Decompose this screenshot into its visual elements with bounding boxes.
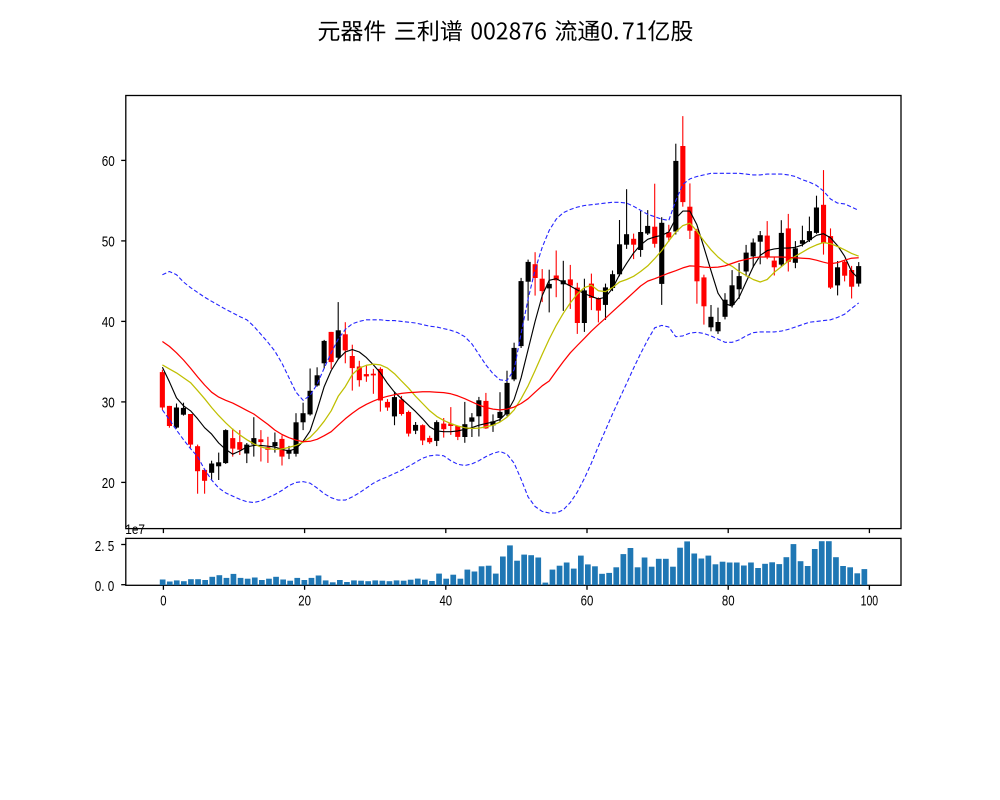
svg-text:60: 60: [102, 153, 115, 170]
svg-text:100: 100: [861, 593, 879, 610]
svg-text:2. 5: 2. 5: [95, 538, 115, 555]
svg-text:60: 60: [581, 593, 594, 610]
svg-text:40: 40: [439, 593, 452, 610]
svg-text:40: 40: [102, 314, 115, 331]
svg-text:50: 50: [102, 234, 115, 251]
svg-text:20: 20: [102, 475, 115, 492]
svg-text:0: 0: [160, 593, 166, 610]
svg-text:30: 30: [102, 395, 115, 412]
svg-text:80: 80: [722, 593, 735, 610]
svg-text:0. 0: 0. 0: [95, 578, 115, 595]
svg-text:20: 20: [298, 593, 311, 610]
svg-text:1e7: 1e7: [125, 521, 145, 537]
